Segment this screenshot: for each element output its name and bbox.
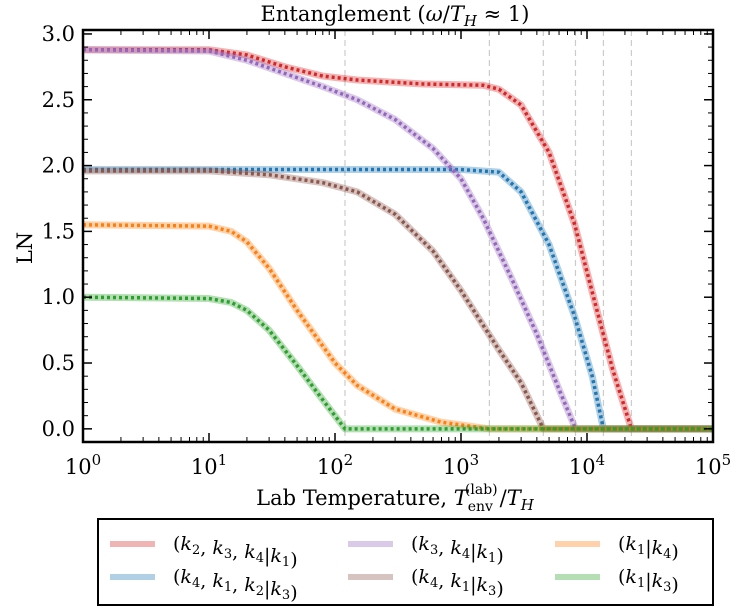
y-tick-label: 0.5 xyxy=(42,351,75,375)
y-axis-label: LN xyxy=(13,232,37,264)
x-tick-label: 103 xyxy=(443,451,479,479)
chart-title: Entanglement (ω/TH ≈ 1) xyxy=(261,2,530,30)
series-dotted-line-4 xyxy=(83,223,713,431)
y-tick-label: 0.0 xyxy=(42,417,75,441)
x-tick-label: 105 xyxy=(695,451,731,479)
x-tick-label: 102 xyxy=(317,451,353,479)
y-tick-label: 3.0 xyxy=(42,22,75,46)
series-line-2 xyxy=(83,46,713,433)
series-dotted-line-1 xyxy=(83,167,713,431)
svg-text:Lab Temperature, Tenv(lab)/TH: Lab Temperature, Tenv(lab)/TH xyxy=(256,482,535,515)
series-dotted-line-5 xyxy=(83,295,713,431)
y-tick-label: 1.0 xyxy=(42,285,75,309)
x-tick-label: 101 xyxy=(191,451,227,479)
series-layer xyxy=(83,46,713,433)
plot-frame xyxy=(81,28,715,444)
y-tick-label: 2.0 xyxy=(42,154,75,178)
x-tick-label: 104 xyxy=(569,451,605,479)
svg-text:LN: LN xyxy=(13,232,37,264)
x-axis-label: Lab Temperature, Tenv(lab)/TH xyxy=(256,482,535,515)
legend: (k2, k3, k4|k1)(k4, k1, k2|k3)(k3, k4|k1… xyxy=(97,518,714,606)
y-tick-label: 2.5 xyxy=(42,88,75,112)
y-tick-label: 1.5 xyxy=(42,219,75,243)
series-line-0 xyxy=(83,46,713,433)
legend-label: (k1|k3) xyxy=(618,566,679,596)
series-dotted-line-2 xyxy=(83,47,713,431)
series-dotted-line-0 xyxy=(83,47,713,431)
series-dotted-line-3 xyxy=(83,169,713,431)
x-tick-label: 100 xyxy=(65,451,101,479)
legend-frame xyxy=(97,518,714,606)
svg-text:Entanglement (ω/TH ≈ 1): Entanglement (ω/TH ≈ 1) xyxy=(261,2,530,30)
